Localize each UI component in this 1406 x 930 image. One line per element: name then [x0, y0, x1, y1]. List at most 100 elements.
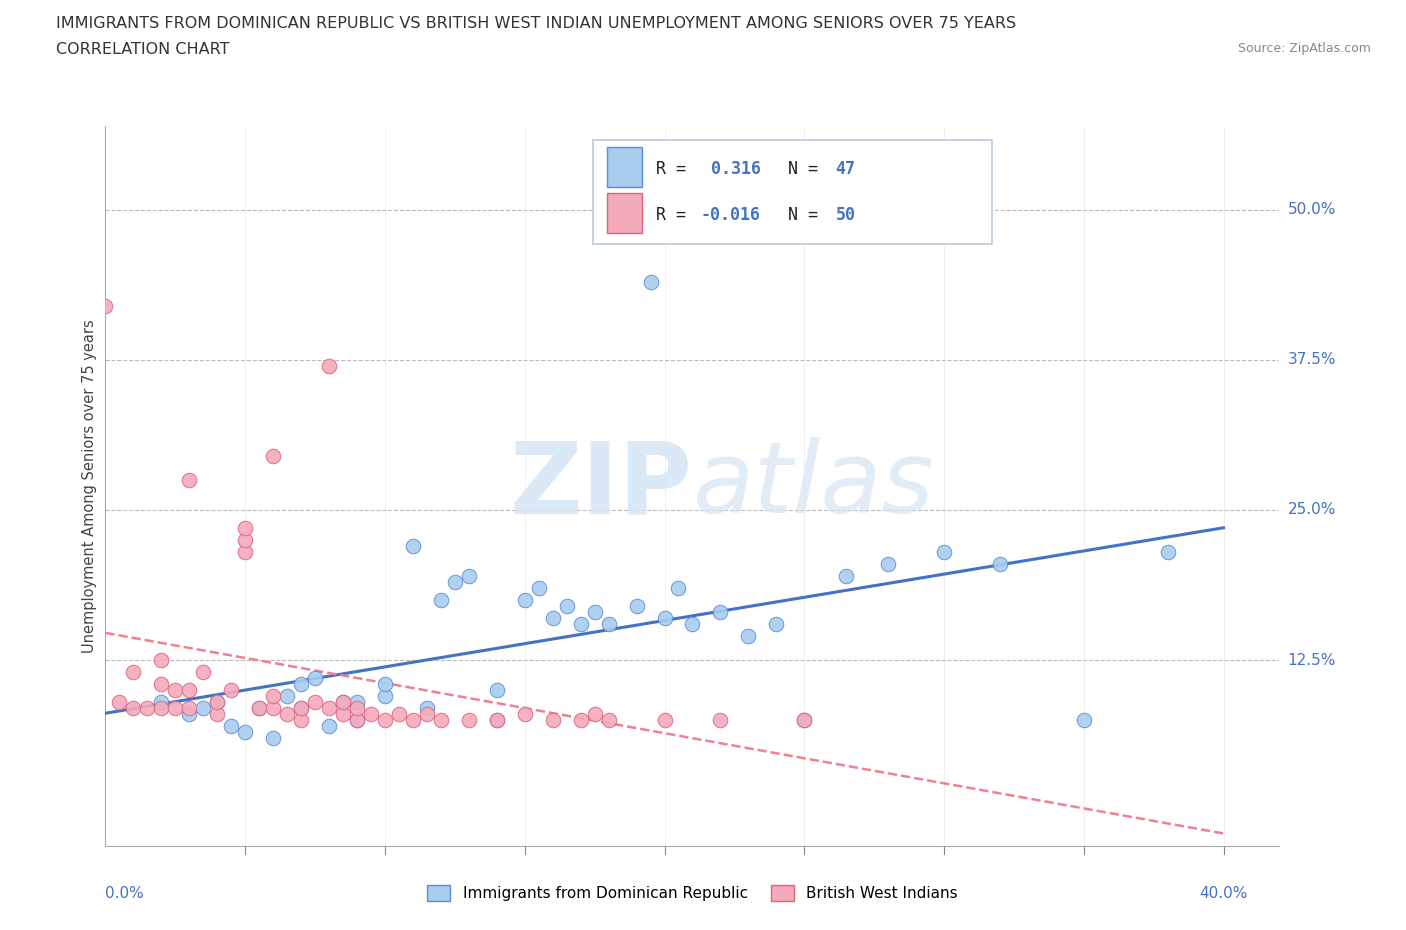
- Point: [457, 712, 479, 727]
- Point: [374, 689, 396, 704]
- Point: [541, 611, 564, 626]
- Point: [346, 712, 368, 727]
- Point: [416, 700, 439, 715]
- Point: [108, 695, 131, 710]
- Point: [402, 712, 425, 727]
- Point: [262, 448, 284, 463]
- Point: [290, 700, 312, 715]
- Point: [555, 599, 578, 614]
- Point: [219, 683, 242, 698]
- Point: [233, 724, 256, 739]
- Point: [388, 707, 411, 722]
- Point: [737, 629, 759, 644]
- Point: [290, 700, 312, 715]
- Point: [485, 683, 508, 698]
- Text: N =: N =: [768, 206, 828, 224]
- Point: [150, 695, 173, 710]
- Point: [709, 604, 731, 619]
- Text: -0.016: -0.016: [700, 206, 761, 224]
- Point: [165, 700, 187, 715]
- Point: [318, 700, 340, 715]
- Point: [1156, 545, 1178, 560]
- Point: [640, 274, 662, 289]
- Point: [332, 707, 354, 722]
- Point: [416, 707, 439, 722]
- Point: [654, 712, 676, 727]
- Point: [233, 533, 256, 548]
- Point: [793, 712, 815, 727]
- Point: [444, 575, 467, 590]
- Text: 50: 50: [835, 206, 856, 224]
- Point: [626, 599, 648, 614]
- Text: atlas: atlas: [692, 437, 934, 535]
- Point: [485, 712, 508, 727]
- Point: [583, 707, 606, 722]
- Text: IMMIGRANTS FROM DOMINICAN REPUBLIC VS BRITISH WEST INDIAN UNEMPLOYMENT AMONG SEN: IMMIGRANTS FROM DOMINICAN REPUBLIC VS BR…: [56, 16, 1017, 31]
- Point: [165, 683, 187, 698]
- Point: [346, 712, 368, 727]
- Point: [513, 592, 536, 607]
- Point: [207, 707, 229, 722]
- Point: [290, 712, 312, 727]
- Text: ZIP: ZIP: [509, 437, 692, 535]
- Point: [513, 707, 536, 722]
- Point: [122, 700, 145, 715]
- Point: [988, 556, 1011, 571]
- Point: [290, 677, 312, 692]
- Text: CORRELATION CHART: CORRELATION CHART: [56, 42, 229, 57]
- Point: [346, 700, 368, 715]
- Text: 37.5%: 37.5%: [1288, 352, 1336, 367]
- Point: [233, 521, 256, 536]
- Point: [318, 719, 340, 734]
- Text: N =: N =: [768, 160, 828, 179]
- Legend: Immigrants from Dominican Republic, British West Indians: Immigrants from Dominican Republic, Brit…: [422, 879, 963, 907]
- Point: [179, 700, 201, 715]
- Point: [457, 568, 479, 583]
- Point: [598, 617, 620, 631]
- Text: R =: R =: [657, 160, 696, 179]
- Point: [346, 695, 368, 710]
- Point: [150, 700, 173, 715]
- Point: [374, 712, 396, 727]
- Point: [835, 568, 858, 583]
- Point: [569, 617, 592, 631]
- Point: [179, 683, 201, 698]
- Y-axis label: Unemployment Among Seniors over 75 years: Unemployment Among Seniors over 75 years: [82, 319, 97, 653]
- Text: 40.0%: 40.0%: [1199, 886, 1247, 901]
- Point: [262, 700, 284, 715]
- Point: [247, 700, 270, 715]
- Point: [122, 665, 145, 680]
- Point: [332, 695, 354, 710]
- Text: 47: 47: [835, 160, 856, 179]
- Point: [247, 700, 270, 715]
- Point: [877, 556, 900, 571]
- Point: [430, 712, 453, 727]
- Point: [709, 712, 731, 727]
- Text: Source: ZipAtlas.com: Source: ZipAtlas.com: [1237, 42, 1371, 55]
- Point: [1073, 712, 1095, 727]
- Point: [150, 653, 173, 668]
- Text: R =: R =: [657, 206, 696, 224]
- Point: [598, 712, 620, 727]
- Point: [179, 472, 201, 487]
- Point: [318, 358, 340, 373]
- Text: 12.5%: 12.5%: [1288, 653, 1336, 668]
- FancyBboxPatch shape: [593, 140, 991, 245]
- Point: [262, 731, 284, 746]
- Point: [668, 580, 690, 595]
- Point: [430, 592, 453, 607]
- Text: 0.0%: 0.0%: [105, 886, 145, 901]
- Point: [932, 545, 955, 560]
- FancyBboxPatch shape: [607, 193, 643, 233]
- Point: [541, 712, 564, 727]
- Point: [793, 712, 815, 727]
- Point: [360, 707, 382, 722]
- Point: [374, 677, 396, 692]
- Point: [654, 611, 676, 626]
- Point: [583, 604, 606, 619]
- Point: [193, 665, 215, 680]
- Point: [136, 700, 159, 715]
- Point: [233, 545, 256, 560]
- Point: [304, 695, 326, 710]
- Point: [207, 695, 229, 710]
